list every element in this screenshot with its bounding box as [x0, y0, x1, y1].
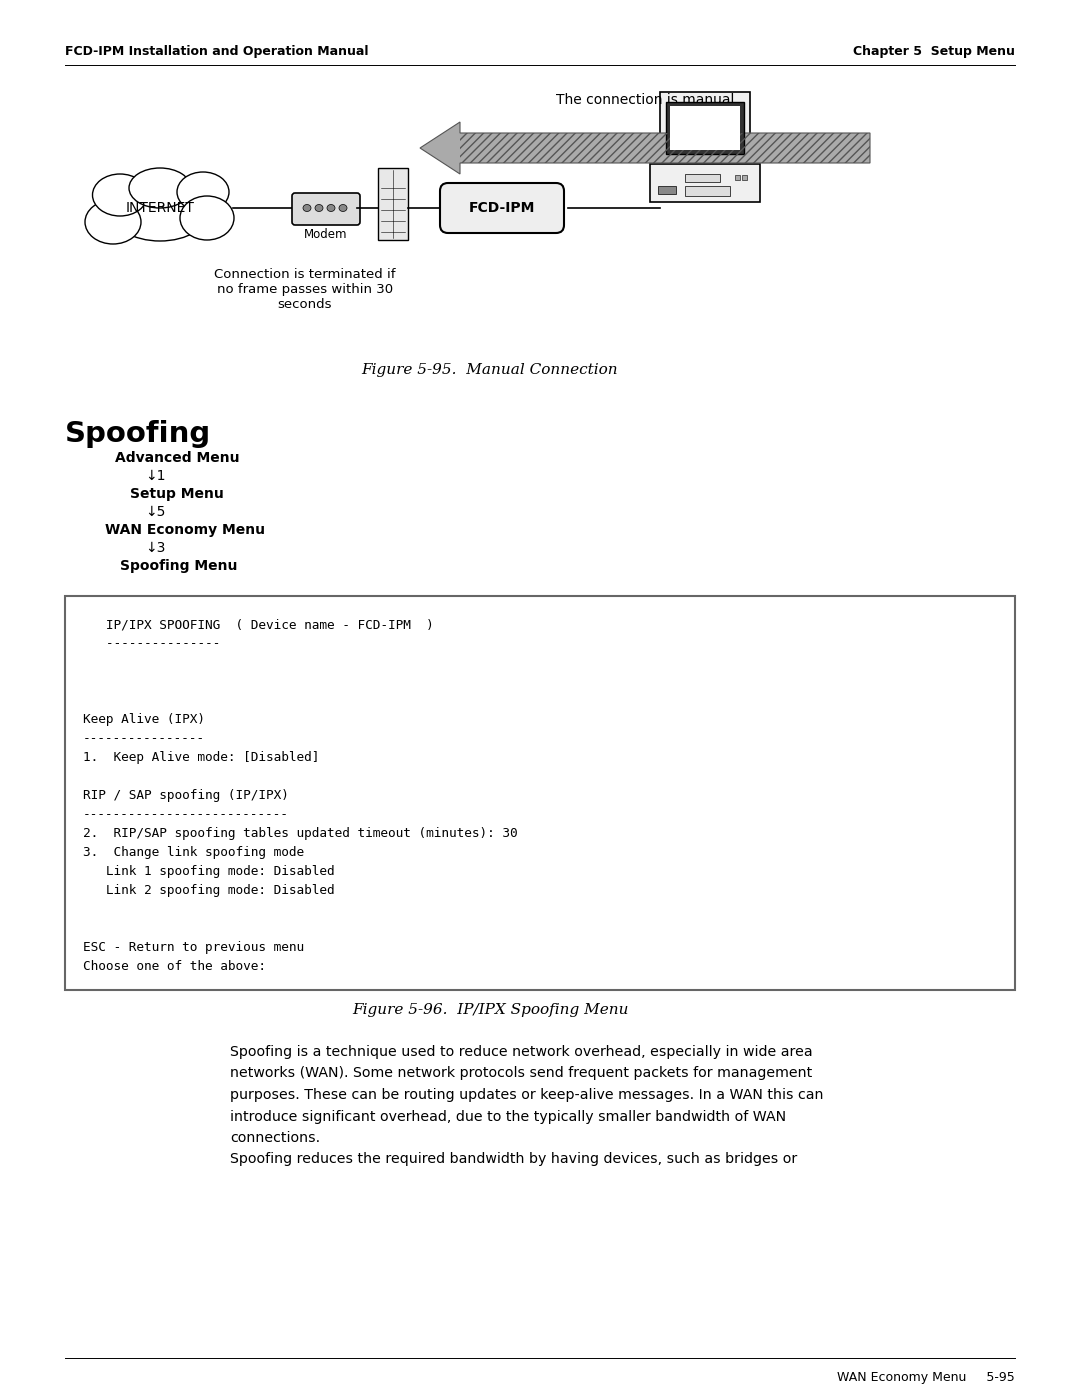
Text: 2.  RIP/SAP spoofing tables updated timeout (minutes): 30: 2. RIP/SAP spoofing tables updated timeo… — [83, 827, 517, 840]
Bar — [735, 175, 740, 180]
FancyArrow shape — [420, 122, 870, 175]
Bar — [742, 175, 747, 180]
Text: RIP / SAP spoofing (IP/IPX): RIP / SAP spoofing (IP/IPX) — [83, 789, 288, 802]
Bar — [65, 597, 1015, 990]
Text: ---------------------------: --------------------------- — [83, 807, 288, 821]
Text: purposes. These can be routing updates or keep-alive messages. In a WAN this can: purposes. These can be routing updates o… — [230, 1088, 824, 1102]
Text: WAN Economy Menu: WAN Economy Menu — [105, 522, 265, 536]
Bar — [670, 106, 740, 149]
Text: networks (WAN). Some network protocols send frequent packets for management: networks (WAN). Some network protocols s… — [230, 1066, 812, 1080]
FancyBboxPatch shape — [292, 193, 360, 225]
Text: ----------------: ---------------- — [83, 732, 205, 745]
Text: Spoofing reduces the required bandwidth by having devices, such as bridges or: Spoofing reduces the required bandwidth … — [230, 1153, 797, 1166]
Text: Connection is terminated if
no frame passes within 30
seconds: Connection is terminated if no frame pas… — [214, 268, 395, 312]
Text: FCD-IPM: FCD-IPM — [469, 201, 536, 215]
Text: Spoofing: Spoofing — [65, 420, 212, 448]
Ellipse shape — [327, 204, 335, 211]
Bar — [685, 186, 730, 196]
Text: ↓3: ↓3 — [145, 541, 165, 555]
Ellipse shape — [110, 179, 210, 242]
Text: Advanced Menu: Advanced Menu — [114, 451, 240, 465]
Text: Figure 5-96.  IP/IPX Spoofing Menu: Figure 5-96. IP/IPX Spoofing Menu — [352, 1003, 629, 1017]
Text: Spoofing Menu: Spoofing Menu — [120, 559, 238, 573]
Text: 1.  Keep Alive mode: [Disabled]: 1. Keep Alive mode: [Disabled] — [83, 752, 320, 764]
Ellipse shape — [180, 196, 234, 240]
Ellipse shape — [315, 204, 323, 211]
Bar — [685, 175, 720, 182]
Text: ↓1: ↓1 — [145, 469, 165, 483]
Text: Chapter 5  Setup Menu: Chapter 5 Setup Menu — [853, 46, 1015, 59]
Ellipse shape — [129, 168, 191, 208]
Ellipse shape — [303, 204, 311, 211]
Bar — [460, 133, 870, 163]
Text: Choose one of the above:: Choose one of the above: — [83, 960, 266, 972]
Text: IP/IPX SPOOFING  ( Device name - FCD-IPM  ): IP/IPX SPOOFING ( Device name - FCD-IPM … — [83, 617, 434, 631]
Text: Figure 5-95.  Manual Connection: Figure 5-95. Manual Connection — [362, 363, 619, 377]
Text: Keep Alive (IPX): Keep Alive (IPX) — [83, 712, 205, 726]
Text: connections.: connections. — [230, 1132, 320, 1146]
Text: ESC - Return to previous menu: ESC - Return to previous menu — [83, 942, 305, 954]
Bar — [378, 168, 408, 240]
FancyBboxPatch shape — [440, 183, 564, 233]
Bar — [666, 102, 744, 154]
Text: Modem: Modem — [305, 229, 348, 242]
Bar — [660, 92, 750, 161]
Bar — [650, 163, 760, 203]
Bar — [658, 186, 676, 194]
Ellipse shape — [177, 172, 229, 212]
Text: Link 1 spoofing mode: Disabled: Link 1 spoofing mode: Disabled — [83, 865, 335, 877]
Text: INTERNET: INTERNET — [125, 201, 194, 215]
Text: ↓5: ↓5 — [145, 504, 165, 520]
Text: FCD-IPM Installation and Operation Manual: FCD-IPM Installation and Operation Manua… — [65, 46, 368, 59]
Text: Link 2 spoofing mode: Disabled: Link 2 spoofing mode: Disabled — [83, 884, 335, 897]
Text: The connection is manual: The connection is manual — [556, 94, 734, 108]
Text: introduce significant overhead, due to the typically smaller bandwidth of WAN: introduce significant overhead, due to t… — [230, 1109, 786, 1123]
Ellipse shape — [93, 175, 148, 217]
Text: WAN Economy Menu     5-95: WAN Economy Menu 5-95 — [837, 1372, 1015, 1384]
Ellipse shape — [85, 200, 141, 244]
Text: Spoofing is a technique used to reduce network overhead, especially in wide area: Spoofing is a technique used to reduce n… — [230, 1045, 812, 1059]
Text: ---------------: --------------- — [83, 637, 220, 650]
Text: Setup Menu: Setup Menu — [130, 488, 224, 502]
Text: 3.  Change link spoofing mode: 3. Change link spoofing mode — [83, 847, 305, 859]
Ellipse shape — [339, 204, 347, 211]
